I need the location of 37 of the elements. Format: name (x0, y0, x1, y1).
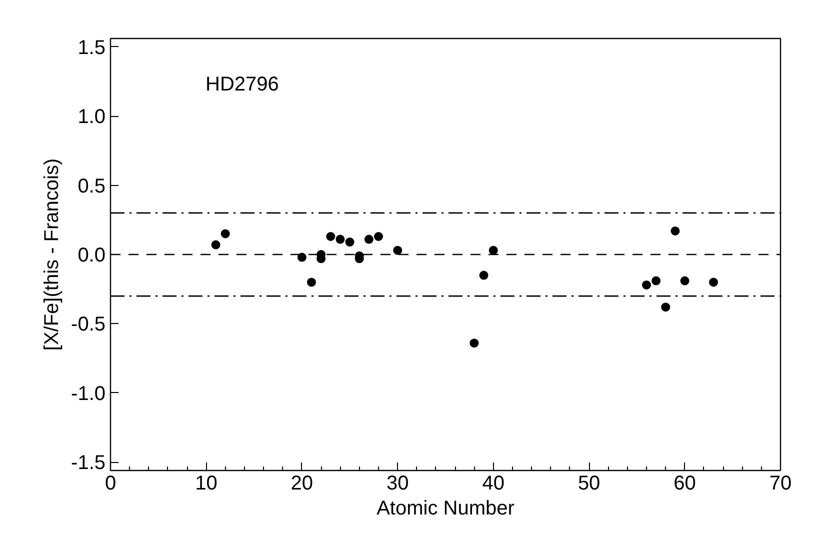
y-tick-label: -0.5 (71, 314, 106, 336)
point (680, 276, 690, 286)
point (326, 232, 336, 241)
point (479, 270, 488, 280)
y-tick-label: -1.5 (71, 452, 106, 474)
point (488, 246, 498, 255)
x-tick-label: 20 (290, 472, 314, 494)
point (336, 234, 345, 244)
point (670, 226, 680, 236)
point (374, 232, 383, 241)
point (470, 338, 479, 348)
x-tick-label: 0 (104, 472, 116, 494)
x-tick-label: 70 (769, 472, 792, 494)
point (345, 238, 354, 247)
y-tick-label: 1.0 (78, 106, 106, 128)
x-tick-label: 40 (482, 472, 504, 494)
point (709, 278, 718, 287)
point (642, 280, 651, 290)
y-tick-label: 0.0 (78, 244, 106, 266)
y-axis-title: [X/Fe](this - Francois) (41, 158, 64, 351)
point (297, 252, 306, 262)
y-tick-label: -1.0 (71, 382, 106, 405)
x-tick-label: 50 (578, 472, 600, 494)
annotation: HD2796 (206, 74, 279, 96)
x-axis-title: Atomic Number (376, 498, 515, 520)
point (220, 229, 230, 238)
point (364, 234, 374, 244)
point (393, 246, 402, 255)
point (307, 278, 316, 287)
point (652, 276, 661, 286)
point (661, 302, 670, 312)
x-tick-label: 30 (386, 472, 409, 494)
y-tick-label: 0.5 (78, 175, 106, 198)
x-tick-label: 10 (195, 472, 218, 494)
x-tick-label: 60 (674, 472, 696, 494)
point (211, 240, 220, 250)
y-tick-label: 1.5 (78, 36, 106, 59)
